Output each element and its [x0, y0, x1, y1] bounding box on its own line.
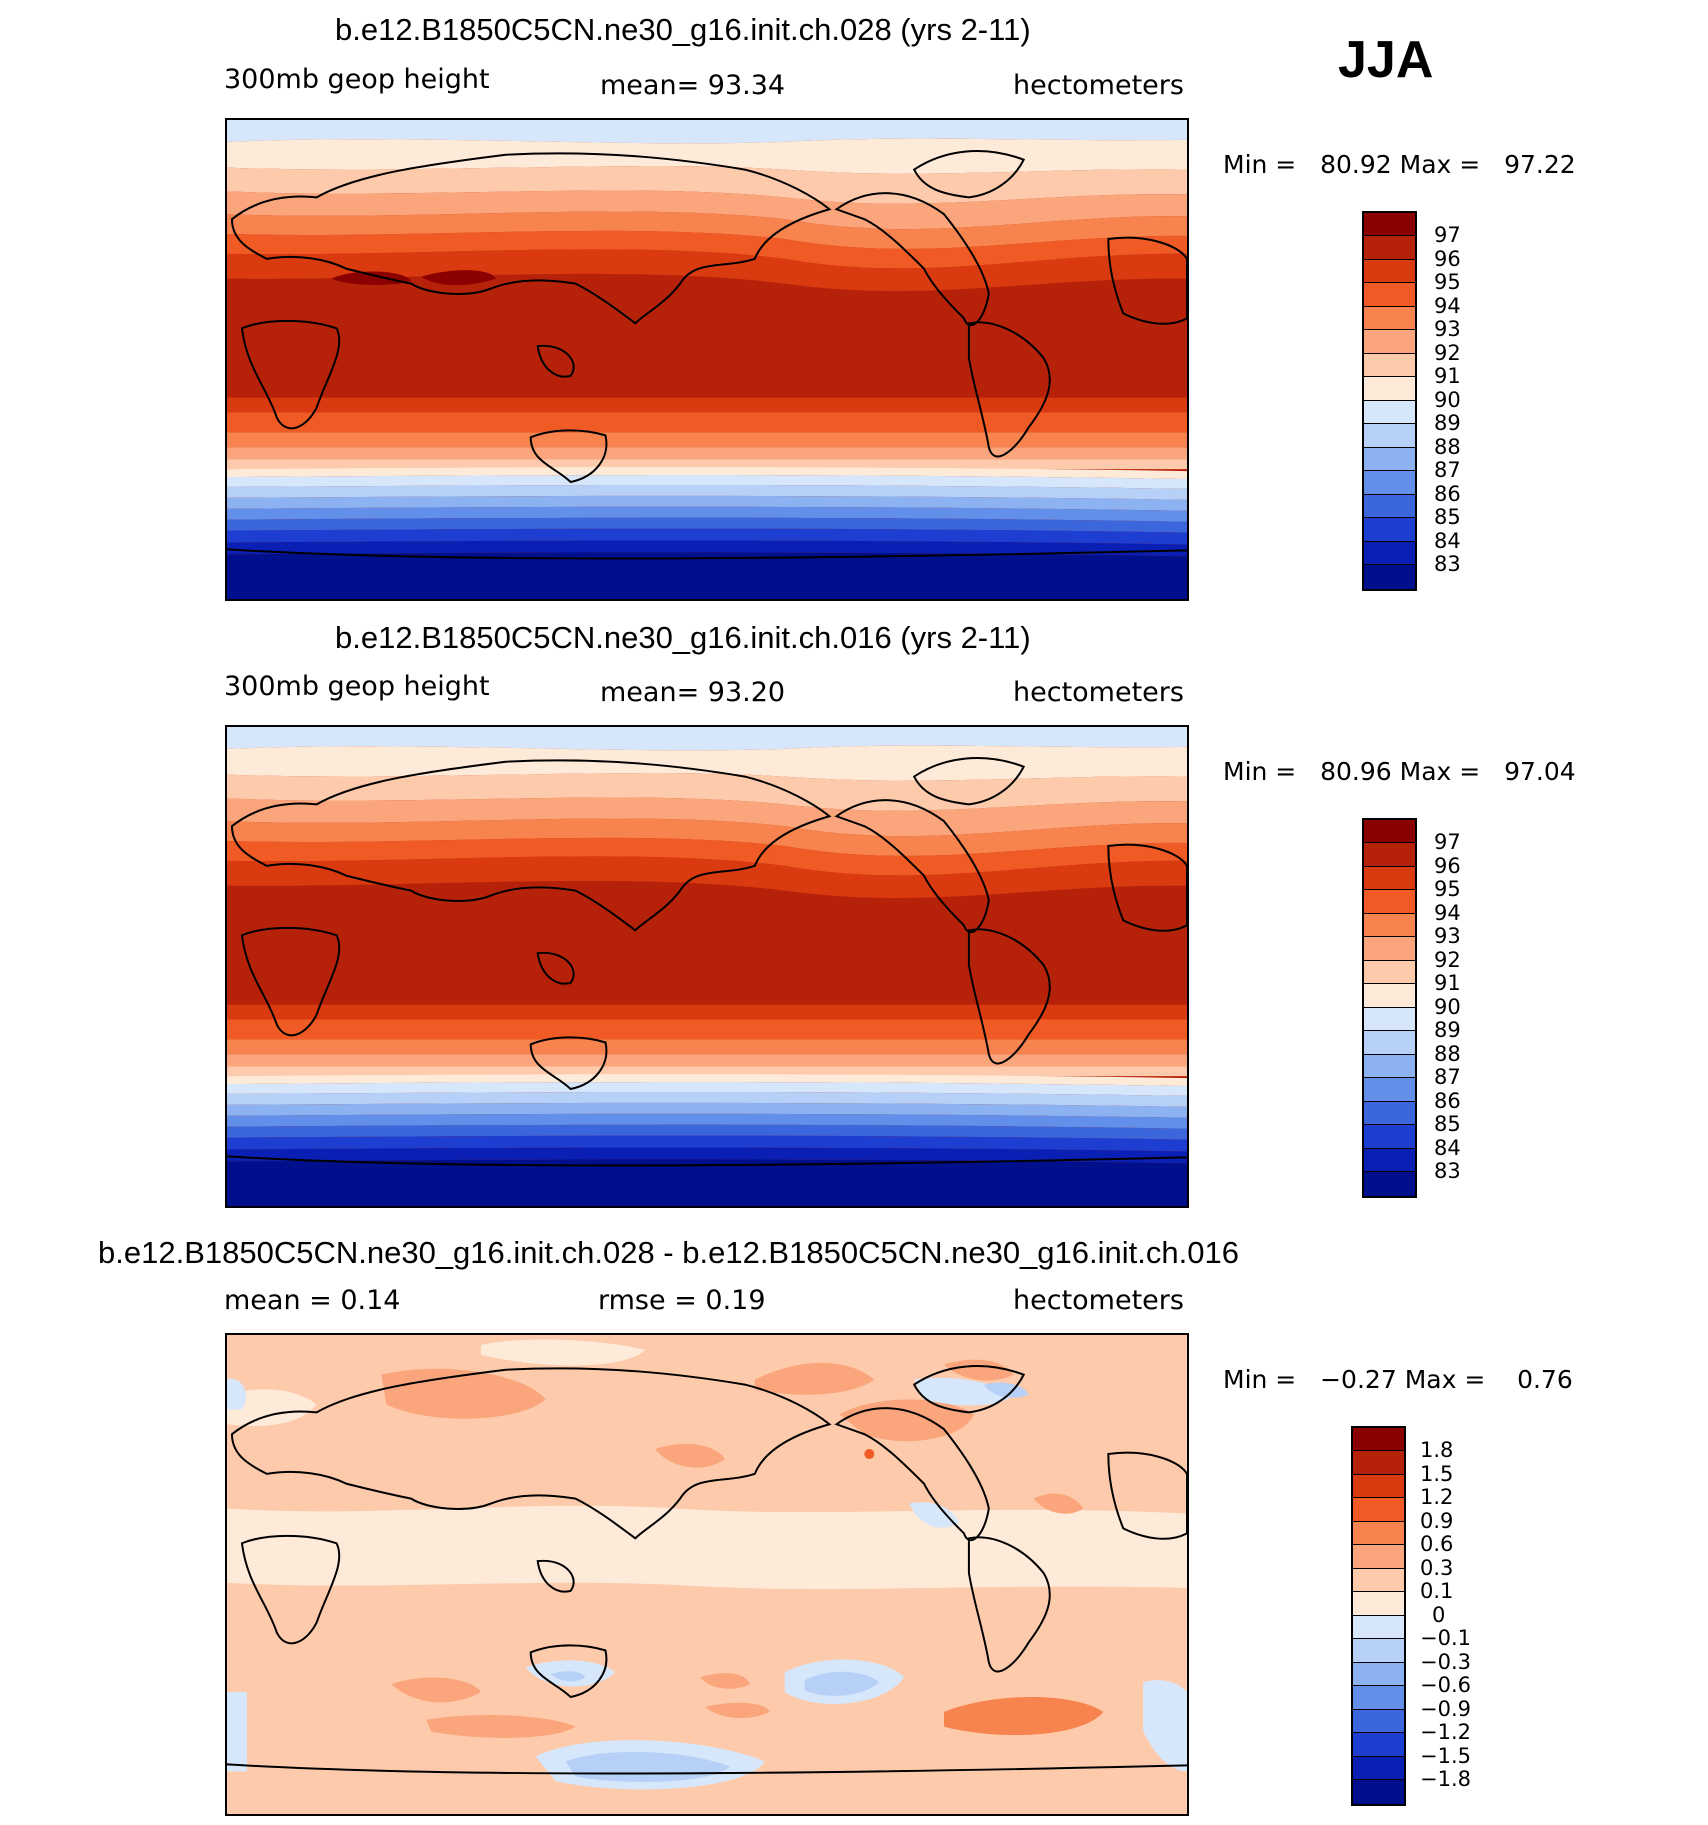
panel1-legend-label: 83 [1434, 552, 1461, 576]
panel2-legend-label: 83 [1434, 1159, 1461, 1183]
panel3-legend-label: −0.9 [1420, 1697, 1471, 1721]
panel1-legend-label: 92 [1434, 341, 1461, 365]
panel3-colorbar [1351, 1426, 1406, 1806]
panel3-legend-label: −1.2 [1420, 1720, 1471, 1744]
panel1-variable: 300mb geop height [224, 64, 490, 95]
panel1-units: hectometers [1013, 70, 1184, 101]
panel3-rmse: rmse = 0.19 [598, 1285, 766, 1316]
panel1-legend-label: 95 [1434, 270, 1461, 294]
panel3-legend-label: 0.9 [1420, 1509, 1454, 1533]
panel3-legend-label: −0.1 [1420, 1626, 1471, 1650]
panel2-mean: mean= 93.20 [600, 677, 786, 708]
season-label: JJA [1338, 31, 1434, 89]
panel3-legend-label: −1.8 [1420, 1767, 1471, 1791]
panel1-legend-label: 91 [1434, 364, 1461, 388]
panel3-legend-label: 0.6 [1420, 1532, 1454, 1556]
panel2-legend-label: 93 [1434, 924, 1461, 948]
panel2-legend-label: 91 [1434, 971, 1461, 995]
panel2-legend-label: 89 [1434, 1018, 1461, 1042]
panel2-legend-label: 92 [1434, 948, 1461, 972]
panel1-legend-label: 93 [1434, 317, 1461, 341]
panel2-units: hectometers [1013, 677, 1184, 708]
panel3-legend-label: 1.5 [1420, 1462, 1454, 1486]
panel3-legend-label: −1.5 [1420, 1744, 1471, 1768]
panel2-colorbar [1362, 818, 1417, 1198]
panel2-legend-label: 97 [1434, 830, 1461, 854]
panel3-legend-label: 0.3 [1420, 1556, 1454, 1580]
panel1-legend-label: 94 [1434, 294, 1461, 318]
panel3-map [225, 1333, 1189, 1816]
panel1-legend-label: 84 [1434, 529, 1461, 553]
panel1-legend-label: 97 [1434, 223, 1461, 247]
panel3-legend-label: 1.8 [1420, 1438, 1454, 1462]
panel2-legend-label: 88 [1434, 1042, 1461, 1066]
panel2-variable: 300mb geop height [224, 671, 490, 702]
panel3-minmax: Min = −0.27 Max = 0.76 [1223, 1365, 1573, 1394]
panel3-legend-label: 0 [1432, 1603, 1446, 1627]
panel2-minmax: Min = 80.96 Max = 97.04 [1223, 757, 1576, 786]
panel1-legend-label: 87 [1434, 458, 1461, 482]
panel1-legend-label: 89 [1434, 411, 1461, 435]
panel3-title: b.e12.B1850C5CN.ne30_g16.init.ch.028 - b… [98, 1235, 1239, 1270]
panel1-minmax: Min = 80.92 Max = 97.22 [1223, 150, 1576, 179]
panel2-legend-label: 95 [1434, 877, 1461, 901]
panel3-legend-label: 1.2 [1420, 1485, 1454, 1509]
panel2-map [225, 725, 1189, 1208]
panel1-map [225, 118, 1189, 601]
panel1-legend-label: 85 [1434, 505, 1461, 529]
panel2-legend-label: 90 [1434, 995, 1461, 1019]
panel1-mean: mean= 93.34 [600, 70, 786, 101]
panel1-title: b.e12.B1850C5CN.ne30_g16.init.ch.028 (yr… [335, 12, 1031, 47]
panel2-title: b.e12.B1850C5CN.ne30_g16.init.ch.016 (yr… [335, 620, 1031, 655]
panel2-legend-label: 94 [1434, 901, 1461, 925]
panel1-legend-label: 90 [1434, 388, 1461, 412]
panel1-legend-label: 88 [1434, 435, 1461, 459]
panel2-legend-label: 85 [1434, 1112, 1461, 1136]
panel1-legend-label: 96 [1434, 247, 1461, 271]
panel3-legend-label: 0.1 [1420, 1579, 1454, 1603]
panel2-legend-label: 87 [1434, 1065, 1461, 1089]
panel2-legend-label: 84 [1434, 1136, 1461, 1160]
panel3-legend-label: −0.6 [1420, 1673, 1471, 1697]
panel2-legend-label: 86 [1434, 1089, 1461, 1113]
panel3-mean: mean = 0.14 [224, 1285, 401, 1316]
panel1-colorbar [1362, 211, 1417, 591]
panel2-legend-label: 96 [1434, 854, 1461, 878]
panel3-units: hectometers [1013, 1285, 1184, 1316]
panel1-legend-label: 86 [1434, 482, 1461, 506]
panel3-legend-label: −0.3 [1420, 1650, 1471, 1674]
